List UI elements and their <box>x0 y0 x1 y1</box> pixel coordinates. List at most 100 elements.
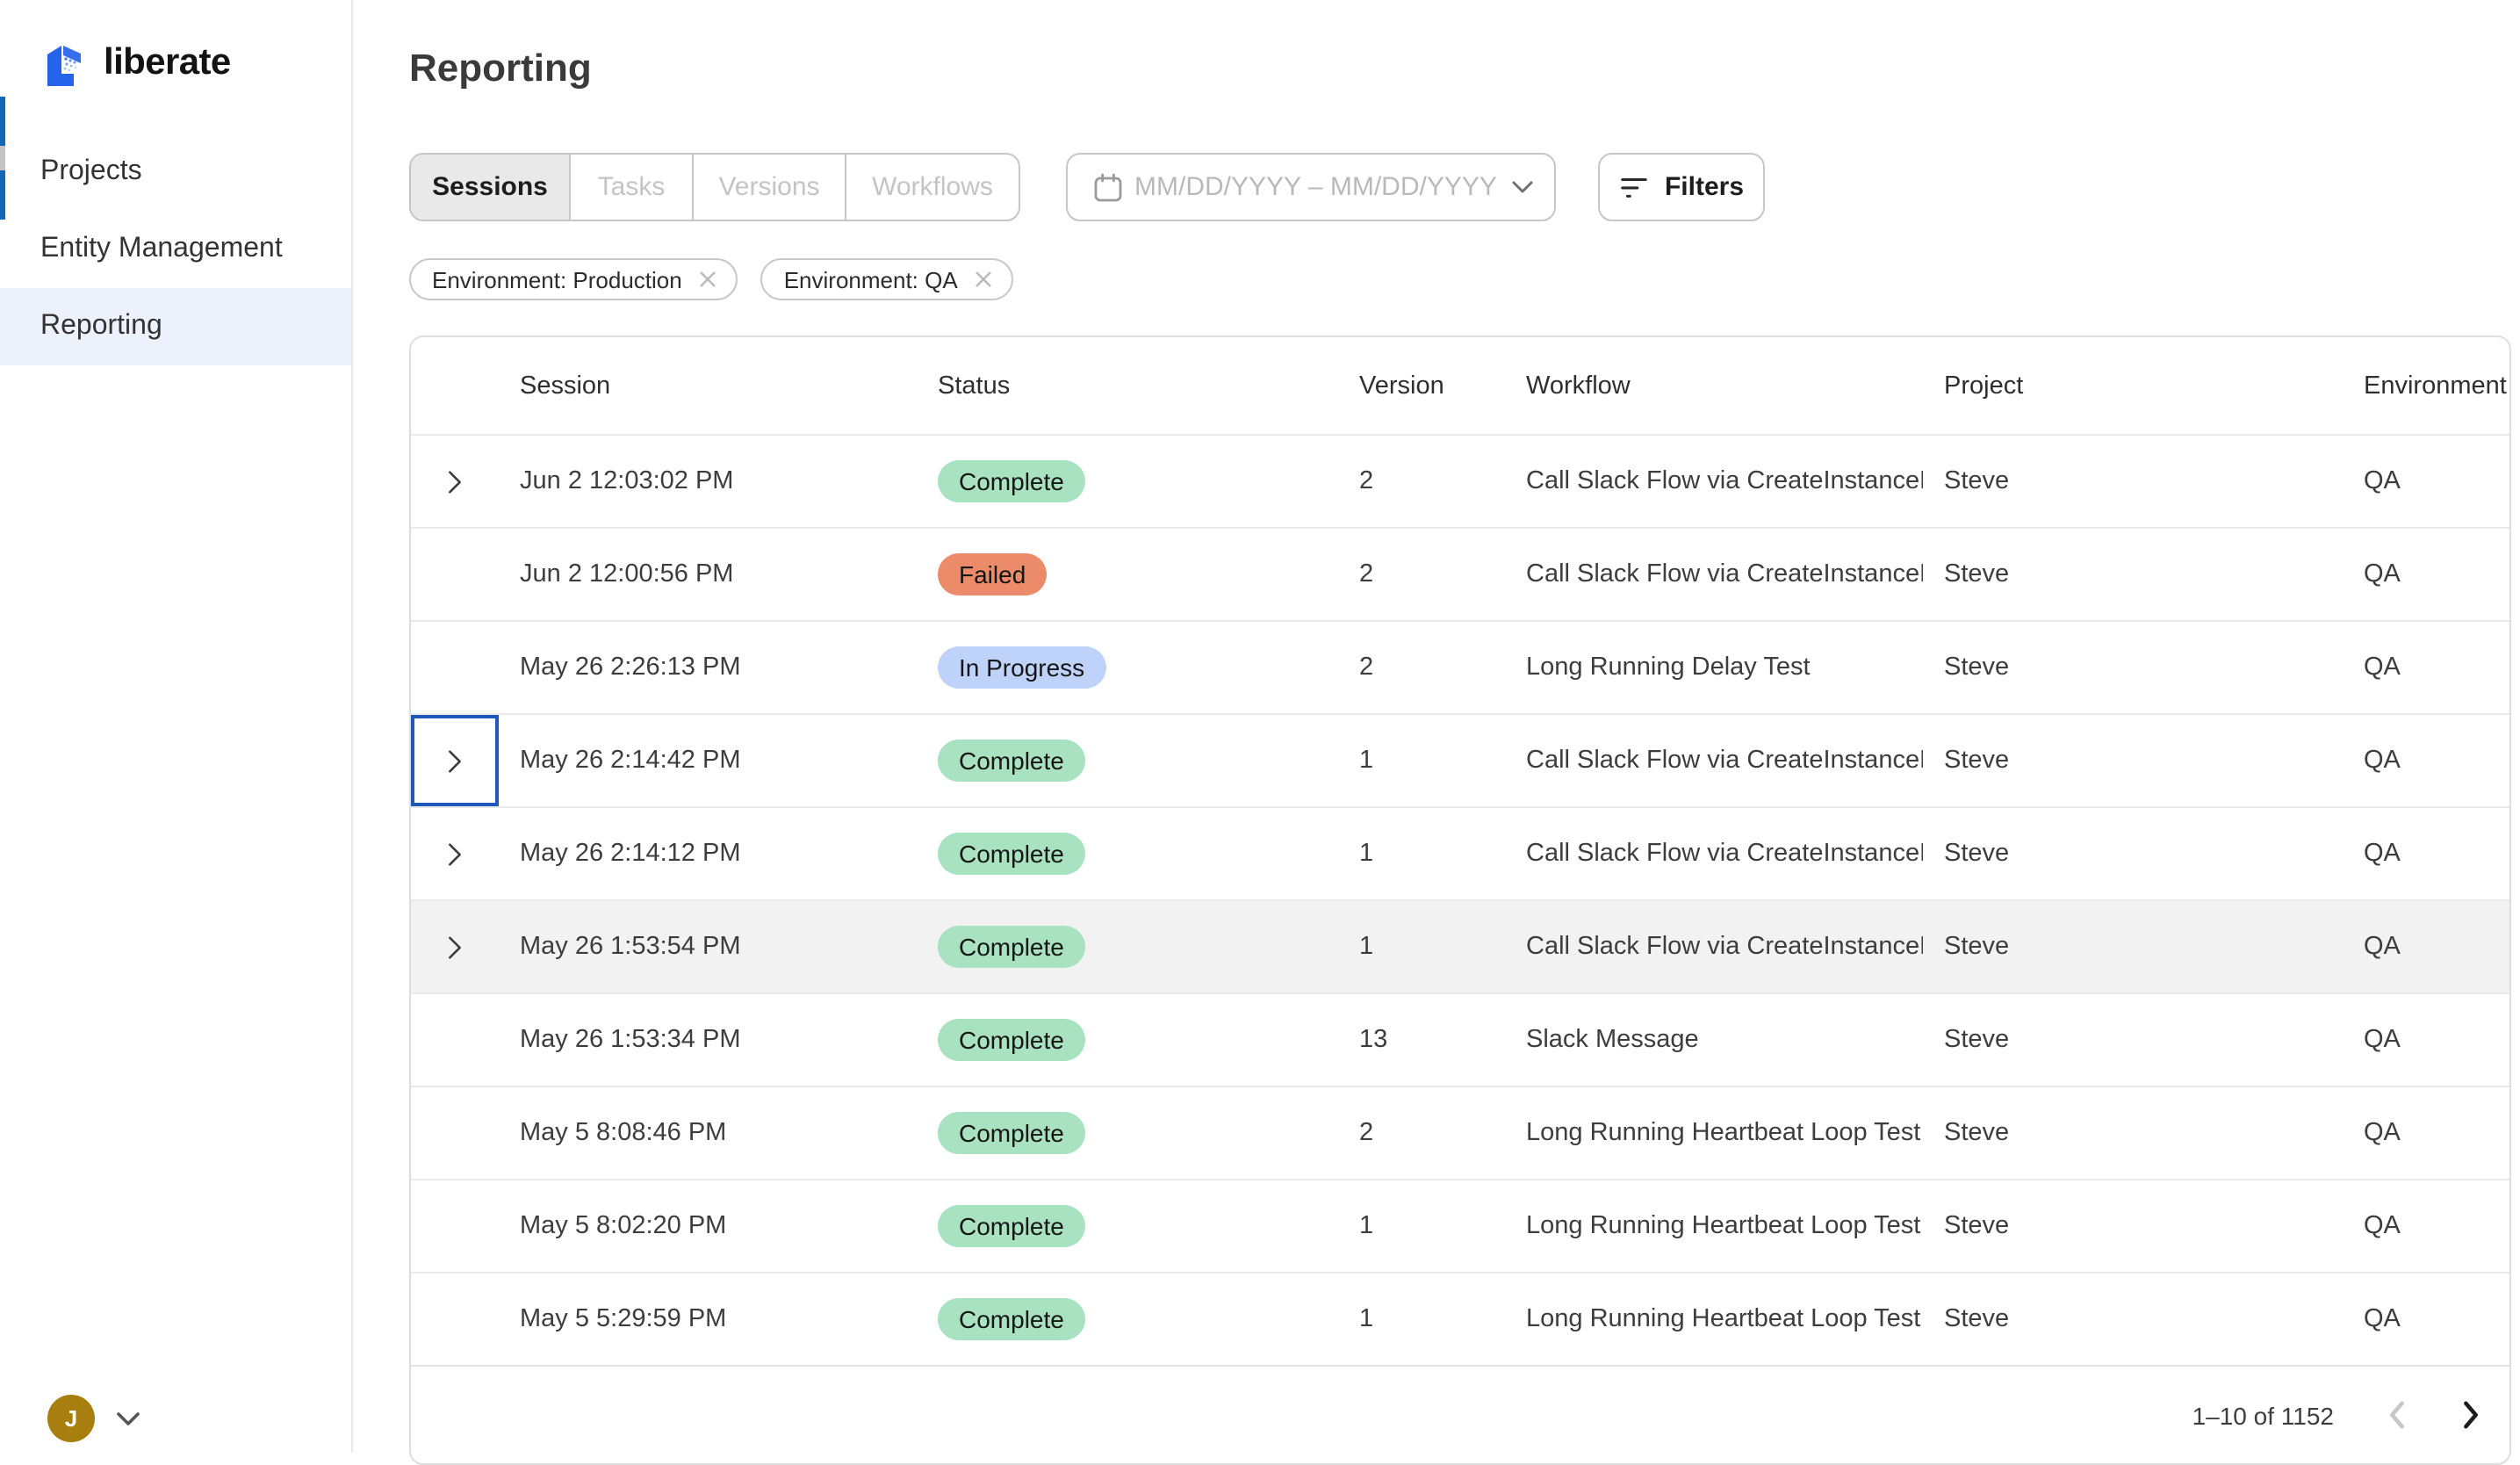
status-cell: Complete <box>917 740 1338 782</box>
expand-row-cell[interactable] <box>411 1087 499 1179</box>
filters-button-label: Filters <box>1664 172 1744 202</box>
expand-row-cell[interactable] <box>411 436 499 527</box>
session-cell: Jun 2 12:00:56 PM <box>520 560 734 588</box>
column-header-project: Project <box>1944 372 2024 400</box>
liberate-logo-icon <box>47 46 81 86</box>
status-cell: Complete <box>917 460 1338 502</box>
expand-row-cell[interactable] <box>411 529 499 620</box>
status-cell: In Progress <box>917 646 1338 689</box>
workflow-cell: Long Running Heartbeat Loop Test <box>1526 1305 1921 1333</box>
environment-cell: QA <box>2364 467 2401 495</box>
filter-chip-label: Environment: QA <box>783 266 958 292</box>
expand-row-cell[interactable] <box>411 715 499 806</box>
date-range-placeholder: MM/DD/YYYY – MM/DD/YYYY <box>1134 172 1497 202</box>
sidebar-nav: Projects Entity Management Reporting <box>0 134 351 365</box>
avatar[interactable]: J <box>47 1395 95 1442</box>
project-cell: Steve <box>1944 840 2010 868</box>
chevron-down-icon[interactable] <box>116 1411 140 1425</box>
status-badge: Complete <box>938 926 1085 968</box>
environment-cell: QA <box>2364 1119 2401 1147</box>
close-icon[interactable] <box>974 269 995 290</box>
status-cell: Complete <box>917 926 1338 968</box>
table-row[interactable]: May 5 5:29:59 PM Complete 1 Long Running… <box>411 1272 2509 1365</box>
status-cell: Failed <box>917 553 1338 595</box>
table-row[interactable]: May 5 8:02:20 PM Complete 1 Long Running… <box>411 1179 2509 1272</box>
chevron-right-icon[interactable] <box>446 841 464 867</box>
environment-cell: QA <box>2364 653 2401 682</box>
column-header-session: Session <box>520 372 611 400</box>
tab-tasks[interactable]: Tasks <box>569 155 692 220</box>
column-header-workflow: Workflow <box>1526 372 1631 400</box>
sidebar-item-projects[interactable]: Projects <box>40 156 142 186</box>
environment-cell: QA <box>2364 1305 2401 1333</box>
prev-page-button[interactable] <box>2387 1400 2408 1430</box>
expand-row-cell[interactable] <box>411 808 499 899</box>
environment-cell: QA <box>2364 840 2401 868</box>
expand-row-cell[interactable] <box>411 1274 499 1365</box>
table-row[interactable]: May 26 2:14:12 PM Complete 1 Call Slack … <box>411 806 2509 899</box>
version-cell: 1 <box>1359 1212 1374 1240</box>
tab-versions[interactable]: Versions <box>692 155 845 220</box>
project-cell: Steve <box>1944 467 2010 495</box>
session-cell: May 5 8:02:20 PM <box>520 1212 727 1240</box>
table-row[interactable]: Jun 2 12:00:56 PM Failed 2 Call Slack Fl… <box>411 527 2509 620</box>
expand-row-cell[interactable] <box>411 994 499 1086</box>
date-range-picker[interactable]: MM/DD/YYYY – MM/DD/YYYY <box>1066 153 1556 221</box>
tab-workflows[interactable]: Workflows <box>845 155 1019 220</box>
tab-sessions[interactable]: Sessions <box>411 155 569 220</box>
status-badge: In Progress <box>938 646 1106 689</box>
session-cell: May 26 1:53:34 PM <box>520 1026 741 1054</box>
chevron-right-icon[interactable] <box>446 934 464 960</box>
project-cell: Steve <box>1944 1305 2010 1333</box>
table-row[interactable]: May 5 8:08:46 PM Complete 2 Long Running… <box>411 1086 2509 1179</box>
workflow-cell: Call Slack Flow via CreateInstanceNode <box>1526 933 1923 961</box>
sidebar-item-reporting[interactable]: Reporting <box>0 288 351 365</box>
column-header-status: Status <box>938 372 1011 400</box>
column-header-version: Version <box>1359 372 1444 400</box>
chevron-right-icon[interactable] <box>446 747 464 774</box>
table-row[interactable]: May 26 1:53:54 PM Complete 1 Call Slack … <box>411 899 2509 992</box>
workflow-cell: Long Running Heartbeat Loop Test <box>1526 1212 1921 1240</box>
table-row[interactable]: May 26 2:26:13 PM In Progress 2 Long Run… <box>411 620 2509 713</box>
session-cell: May 26 2:26:13 PM <box>520 653 741 682</box>
user-menu[interactable]: J <box>47 1395 140 1442</box>
expand-row-cell[interactable] <box>411 901 499 992</box>
chevron-right-icon[interactable] <box>446 468 464 494</box>
workflow-cell: Long Running Delay Test <box>1526 653 1811 682</box>
sidebar: liberate Projects Entity Management Repo… <box>0 0 353 1453</box>
next-page-button[interactable] <box>2460 1400 2481 1430</box>
filter-chip-environment-qa[interactable]: Environment: QA <box>760 258 1014 300</box>
sidebar-item-entity-management[interactable]: Entity Management <box>40 234 283 263</box>
status-badge: Complete <box>938 833 1085 875</box>
version-cell: 13 <box>1359 1026 1388 1054</box>
project-cell: Steve <box>1944 653 2010 682</box>
calendar-icon <box>1094 172 1122 201</box>
status-cell: Complete <box>917 1019 1338 1061</box>
table-row[interactable]: Jun 2 12:03:02 PM Complete 2 Call Slack … <box>411 434 2509 527</box>
version-cell: 2 <box>1359 1119 1374 1147</box>
workflow-cell: Call Slack Flow via CreateInstanceNode <box>1526 467 1923 495</box>
environment-cell: QA <box>2364 1026 2401 1054</box>
main-content: Reporting Sessions Tasks Versions Workfl… <box>353 0 2520 1465</box>
status-cell: Complete <box>917 833 1338 875</box>
session-cell: Jun 2 12:03:02 PM <box>520 467 734 495</box>
page-title: Reporting <box>409 46 592 90</box>
chevron-right-icon <box>2464 1401 2478 1429</box>
filters-button[interactable]: Filters <box>1598 153 1765 221</box>
session-cell: May 26 2:14:12 PM <box>520 840 741 868</box>
version-cell: 1 <box>1359 933 1374 961</box>
status-badge: Complete <box>938 1112 1085 1154</box>
brand-logo[interactable]: liberate <box>44 40 351 86</box>
expand-row-cell[interactable] <box>411 622 499 713</box>
table-row[interactable]: May 26 1:53:34 PM Complete 13 Slack Mess… <box>411 992 2509 1086</box>
filter-chip-environment-production[interactable]: Environment: Production <box>409 258 738 300</box>
environment-cell: QA <box>2364 747 2401 775</box>
column-header-environment: Environment <box>2364 372 2507 400</box>
close-icon[interactable] <box>698 269 719 290</box>
brand-name: liberate <box>104 42 231 83</box>
expand-row-cell[interactable] <box>411 1180 499 1272</box>
status-badge: Complete <box>938 740 1085 782</box>
workflow-cell: Slack Message <box>1526 1026 1699 1054</box>
table-row[interactable]: May 26 2:14:42 PM Complete 1 Call Slack … <box>411 713 2509 806</box>
status-badge: Complete <box>938 1205 1085 1247</box>
